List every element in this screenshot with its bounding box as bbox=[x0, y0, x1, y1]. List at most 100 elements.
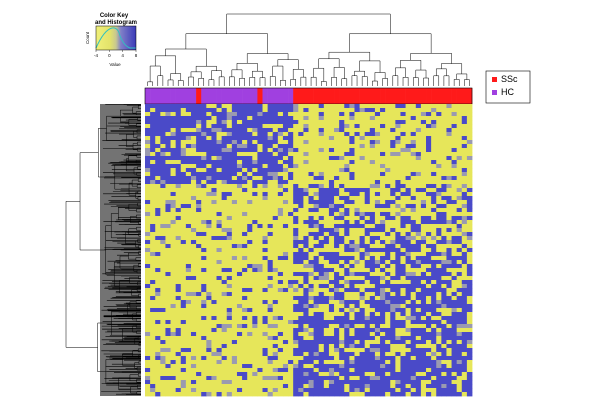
heatmap-cell bbox=[349, 172, 355, 177]
heatmap-cell bbox=[441, 324, 447, 329]
heatmap-cell bbox=[323, 312, 330, 317]
heatmap-cell bbox=[282, 336, 289, 341]
heatmap-cell bbox=[461, 240, 468, 245]
heatmap-cell bbox=[405, 332, 412, 337]
heatmap-cell bbox=[242, 112, 248, 117]
heatmap-cell bbox=[456, 152, 463, 157]
heatmap-cell bbox=[150, 224, 156, 229]
heatmap-cell bbox=[308, 220, 315, 225]
dendrogram-branch bbox=[453, 79, 460, 86]
heatmap-cell bbox=[252, 264, 258, 269]
heatmap-cell bbox=[431, 192, 437, 197]
heatmap-cell bbox=[145, 380, 151, 385]
heatmap-cell bbox=[451, 296, 458, 301]
heatmap-cell bbox=[426, 332, 432, 337]
heatmap-cell bbox=[380, 280, 386, 285]
heatmap-cell bbox=[196, 236, 202, 241]
heatmap-cell bbox=[410, 180, 417, 185]
heatmap-cell bbox=[272, 192, 279, 197]
heatmap-cell bbox=[354, 176, 360, 181]
heatmap-cell bbox=[242, 228, 248, 233]
heatmap-cell bbox=[298, 296, 304, 301]
heatmap-cell bbox=[145, 384, 151, 389]
heatmap-cell bbox=[231, 284, 238, 289]
heatmap-cell bbox=[170, 304, 177, 309]
heatmap-cell bbox=[252, 320, 258, 325]
heatmap-cell bbox=[211, 336, 217, 341]
heatmap-cell bbox=[277, 164, 284, 169]
heatmap-cell bbox=[272, 244, 279, 249]
heatmap-cell bbox=[145, 340, 151, 345]
heatmap-cell bbox=[257, 204, 263, 209]
heatmap-cell bbox=[252, 332, 258, 337]
heatmap-cell bbox=[170, 384, 177, 389]
heatmap-cell bbox=[242, 332, 248, 337]
heatmap-cell bbox=[303, 220, 309, 225]
heatmap-cell bbox=[328, 268, 335, 273]
heatmap-cell bbox=[231, 244, 238, 249]
heatmap-cell bbox=[262, 144, 269, 149]
heatmap-cell bbox=[323, 352, 330, 357]
heatmap-cell bbox=[242, 348, 248, 353]
heatmap-cell bbox=[211, 304, 217, 309]
heatmap-cell bbox=[231, 260, 238, 265]
heatmap-cell bbox=[293, 156, 299, 161]
heatmap-cell bbox=[206, 308, 212, 313]
heatmap-cell bbox=[206, 172, 212, 177]
heatmap-cell bbox=[420, 228, 427, 233]
heatmap-cell bbox=[431, 188, 437, 193]
heatmap-cell bbox=[303, 140, 309, 145]
heatmap-cell bbox=[446, 372, 452, 377]
heatmap-cell bbox=[318, 364, 325, 369]
heatmap-cell bbox=[426, 112, 432, 117]
heatmap-cell bbox=[190, 144, 197, 149]
heatmap-cell bbox=[359, 340, 366, 345]
heatmap-cell bbox=[277, 216, 284, 221]
heatmap-cell bbox=[334, 384, 340, 389]
heatmap-cell bbox=[334, 276, 340, 281]
heatmap-cell bbox=[405, 248, 412, 253]
heatmap-cell bbox=[252, 384, 258, 389]
heatmap-cell bbox=[180, 360, 187, 365]
heatmap-cell bbox=[334, 332, 340, 337]
heatmap-cell bbox=[288, 104, 294, 109]
heatmap-cell bbox=[441, 136, 447, 141]
heatmap-cell bbox=[395, 152, 401, 157]
heatmap-cell bbox=[380, 156, 386, 161]
heatmap-cell bbox=[221, 344, 228, 349]
heatmap-cell bbox=[282, 160, 289, 165]
heatmap-cell bbox=[155, 172, 161, 177]
dendrogram-branch bbox=[354, 70, 365, 77]
heatmap-cell bbox=[420, 376, 427, 381]
heatmap-cell bbox=[461, 308, 468, 313]
heatmap-cell bbox=[334, 104, 340, 109]
heatmap-cell bbox=[236, 196, 243, 201]
heatmap-cell bbox=[426, 108, 432, 113]
heatmap-cell bbox=[201, 332, 207, 337]
heatmap-cell bbox=[216, 140, 223, 145]
heatmap-cell bbox=[318, 344, 325, 349]
heatmap-cell bbox=[288, 364, 294, 369]
heatmap-cell bbox=[257, 196, 263, 201]
heatmap-cell bbox=[364, 380, 371, 385]
heatmap-cell bbox=[155, 108, 161, 113]
heatmap-cell bbox=[456, 176, 463, 181]
heatmap-cell bbox=[185, 336, 192, 341]
heatmap-cell bbox=[369, 128, 376, 133]
heatmap-cell bbox=[277, 256, 284, 261]
dendrogram-branch bbox=[157, 75, 164, 86]
heatmap-cell bbox=[385, 296, 391, 301]
annotation-cell bbox=[436, 88, 442, 104]
heatmap-cell bbox=[354, 360, 360, 365]
heatmap-cell bbox=[334, 124, 340, 129]
heatmap-cell bbox=[165, 184, 171, 189]
heatmap-cell bbox=[211, 128, 217, 133]
heatmap-cell bbox=[216, 372, 223, 377]
heatmap-cell bbox=[385, 184, 391, 189]
heatmap-cell bbox=[170, 140, 177, 145]
color-key-title: Color Key bbox=[100, 13, 129, 19]
heatmap-cell bbox=[395, 168, 401, 173]
heatmap-cell bbox=[211, 332, 217, 337]
heatmap-cell bbox=[175, 264, 182, 269]
heatmap-cell bbox=[344, 260, 350, 265]
